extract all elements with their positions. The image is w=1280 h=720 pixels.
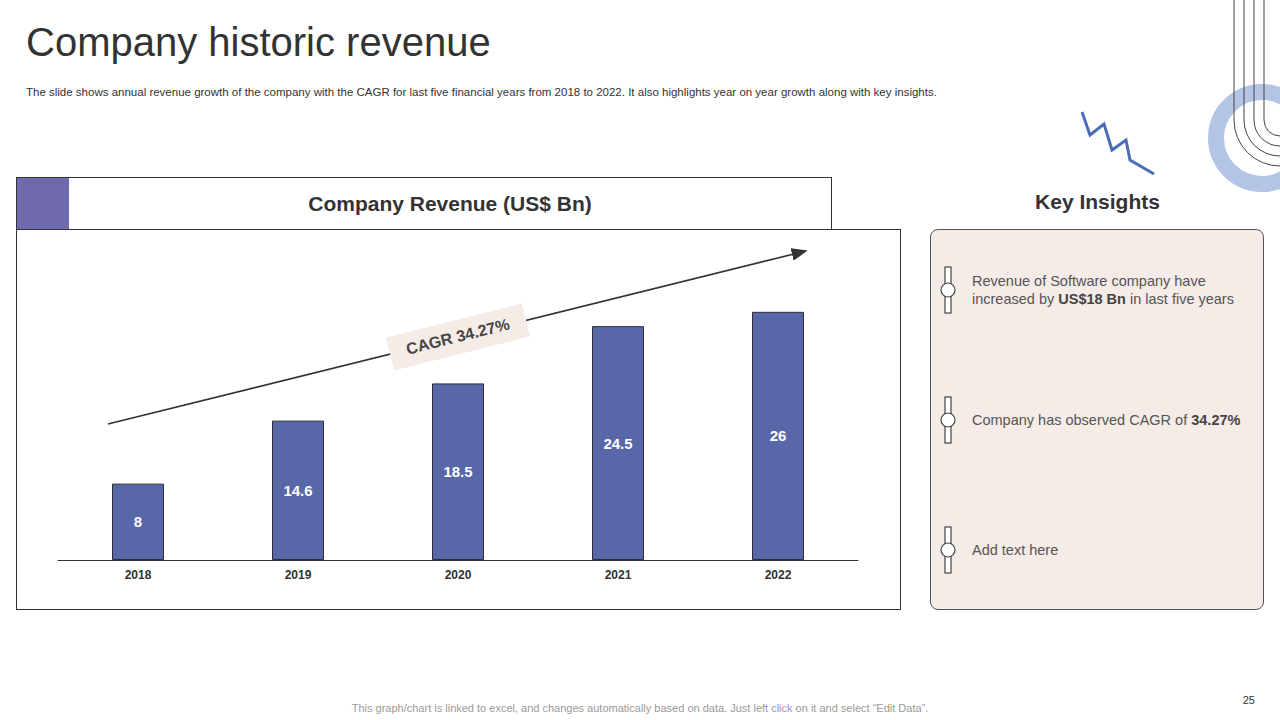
html-text:Revenue of Software company ha: Revenue of Software company have increas… bbox=[972, 273, 1234, 307]
svg-text:24.5: 24.5 bbox=[603, 435, 632, 452]
svg-text:26: 26 bbox=[770, 427, 787, 444]
svg-text:2019: 2019 bbox=[285, 568, 312, 582]
svg-text:2021: 2021 bbox=[605, 568, 632, 582]
svg-text:2022: 2022 bbox=[765, 568, 792, 582]
html-text:Company Revenue (US$ Bn): Company Revenue (US$ Bn) bbox=[308, 192, 592, 215]
svg-text:2018: 2018 bbox=[125, 568, 152, 582]
html-text:Company has observed CAGR of 3: Company has observed CAGR of 34.27% bbox=[972, 412, 1241, 428]
html-text:CAGR 34.27%: CAGR 34.27% bbox=[404, 315, 512, 358]
svg-text:8: 8 bbox=[134, 513, 142, 530]
svg-text:2020: 2020 bbox=[445, 568, 472, 582]
html-text:Company historic revenue: Company historic revenue bbox=[26, 20, 491, 64]
html-text:Key Insights: Key Insights bbox=[1035, 190, 1160, 213]
svg-text:14.6: 14.6 bbox=[283, 482, 312, 499]
svg-text:18.5: 18.5 bbox=[443, 463, 472, 480]
html-text:Add text here: Add text here bbox=[972, 542, 1059, 558]
html-text:25: 25 bbox=[1242, 694, 1255, 706]
html-text:This graph/chart is linked to: This graph/chart is linked to excel, and… bbox=[351, 702, 929, 714]
html-text:The slide shows annual revenue: The slide shows annual revenue growth of… bbox=[26, 86, 937, 98]
